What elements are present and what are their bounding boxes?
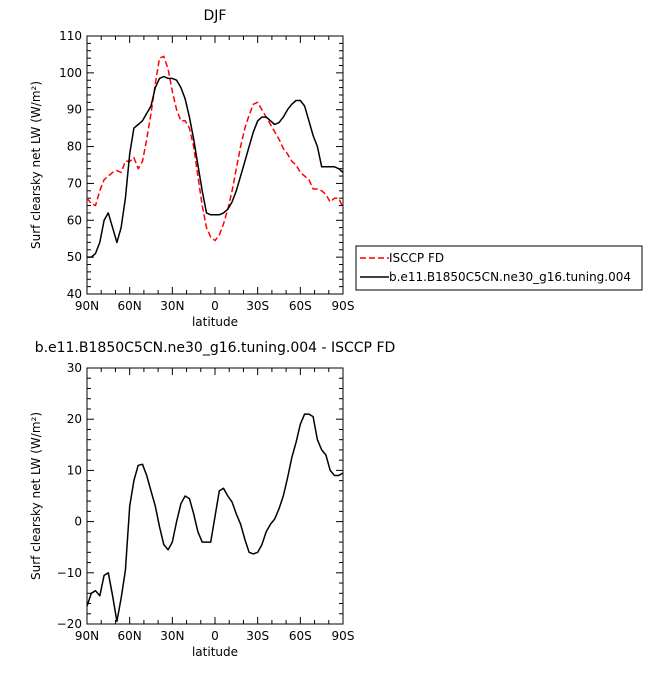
x-tick-label: 90S — [332, 629, 355, 643]
x-tick-label: 60S — [289, 299, 312, 313]
x-tick-label: 30S — [246, 629, 269, 643]
x-tick-label: 0 — [211, 629, 219, 643]
y-tick-label: 20 — [67, 412, 82, 426]
y-tick-label: 60 — [67, 213, 82, 227]
y-tick-label: 0 — [74, 515, 82, 529]
y-tick-label: 50 — [67, 250, 82, 264]
y-axis-label: Surf clearsky net LW (W/m²) — [29, 81, 43, 249]
y-tick-label: 110 — [59, 29, 82, 43]
x-axis-label: latitude — [192, 645, 238, 659]
legend-label-2: b.e11.B1850C5CN.ne30_g16.tuning.004 — [389, 270, 631, 284]
chart-title: b.e11.B1850C5CN.ne30_g16.tuning.004 - IS… — [35, 340, 396, 356]
y-tick-label: 10 — [67, 463, 82, 477]
x-tick-label: 30N — [160, 299, 184, 313]
x-tick-label: 30N — [160, 629, 184, 643]
y-tick-label: 70 — [67, 176, 82, 190]
x-tick-label: 90N — [75, 299, 99, 313]
x-tick-label: 60S — [289, 629, 312, 643]
panel-bottom: 90N 60N 30N 0 30S 60S 90S −20 −10 0 10 20 30 b.e11.B1… — [29, 340, 395, 659]
y-tick-label: 100 — [59, 66, 82, 80]
x-tick-label: 60N — [118, 299, 142, 313]
x-tick-label: 30S — [246, 299, 269, 313]
series-line-1 — [86, 55, 344, 242]
legend-label-1: ISCCP FD — [389, 251, 444, 265]
x-tick-label: 60N — [118, 629, 142, 643]
y-tick-label: 90 — [67, 103, 82, 117]
x-axis-label: latitude — [192, 315, 238, 329]
y-tick-label: −20 — [57, 617, 82, 631]
series-line-1 — [86, 413, 344, 623]
y-tick-label: 80 — [67, 140, 82, 154]
x-tick-label: 90S — [332, 299, 355, 313]
y-tick-label: 30 — [67, 361, 82, 375]
y-tick-label: 40 — [67, 287, 82, 301]
panel-top: 90N 60N 30N 0 30S 60S 90S 40 50 60 70 80 90 100 110 DJF… — [29, 8, 354, 329]
plot-frame — [86, 35, 344, 295]
legend: ISCCP FD b.e11.B1850C5CN.ne30_g16.tuning.… — [355, 245, 643, 291]
x-tick-label: 0 — [211, 299, 219, 313]
series-line-2 — [87, 75, 344, 258]
x-tick-label: 90N — [75, 629, 99, 643]
legend-box — [355, 245, 643, 291]
chart-title: DJF — [204, 8, 227, 24]
plot-frame — [86, 367, 344, 625]
y-tick-label: −10 — [57, 566, 82, 580]
y-axis-label: Surf clearsky net LW (W/m²) — [29, 412, 43, 580]
